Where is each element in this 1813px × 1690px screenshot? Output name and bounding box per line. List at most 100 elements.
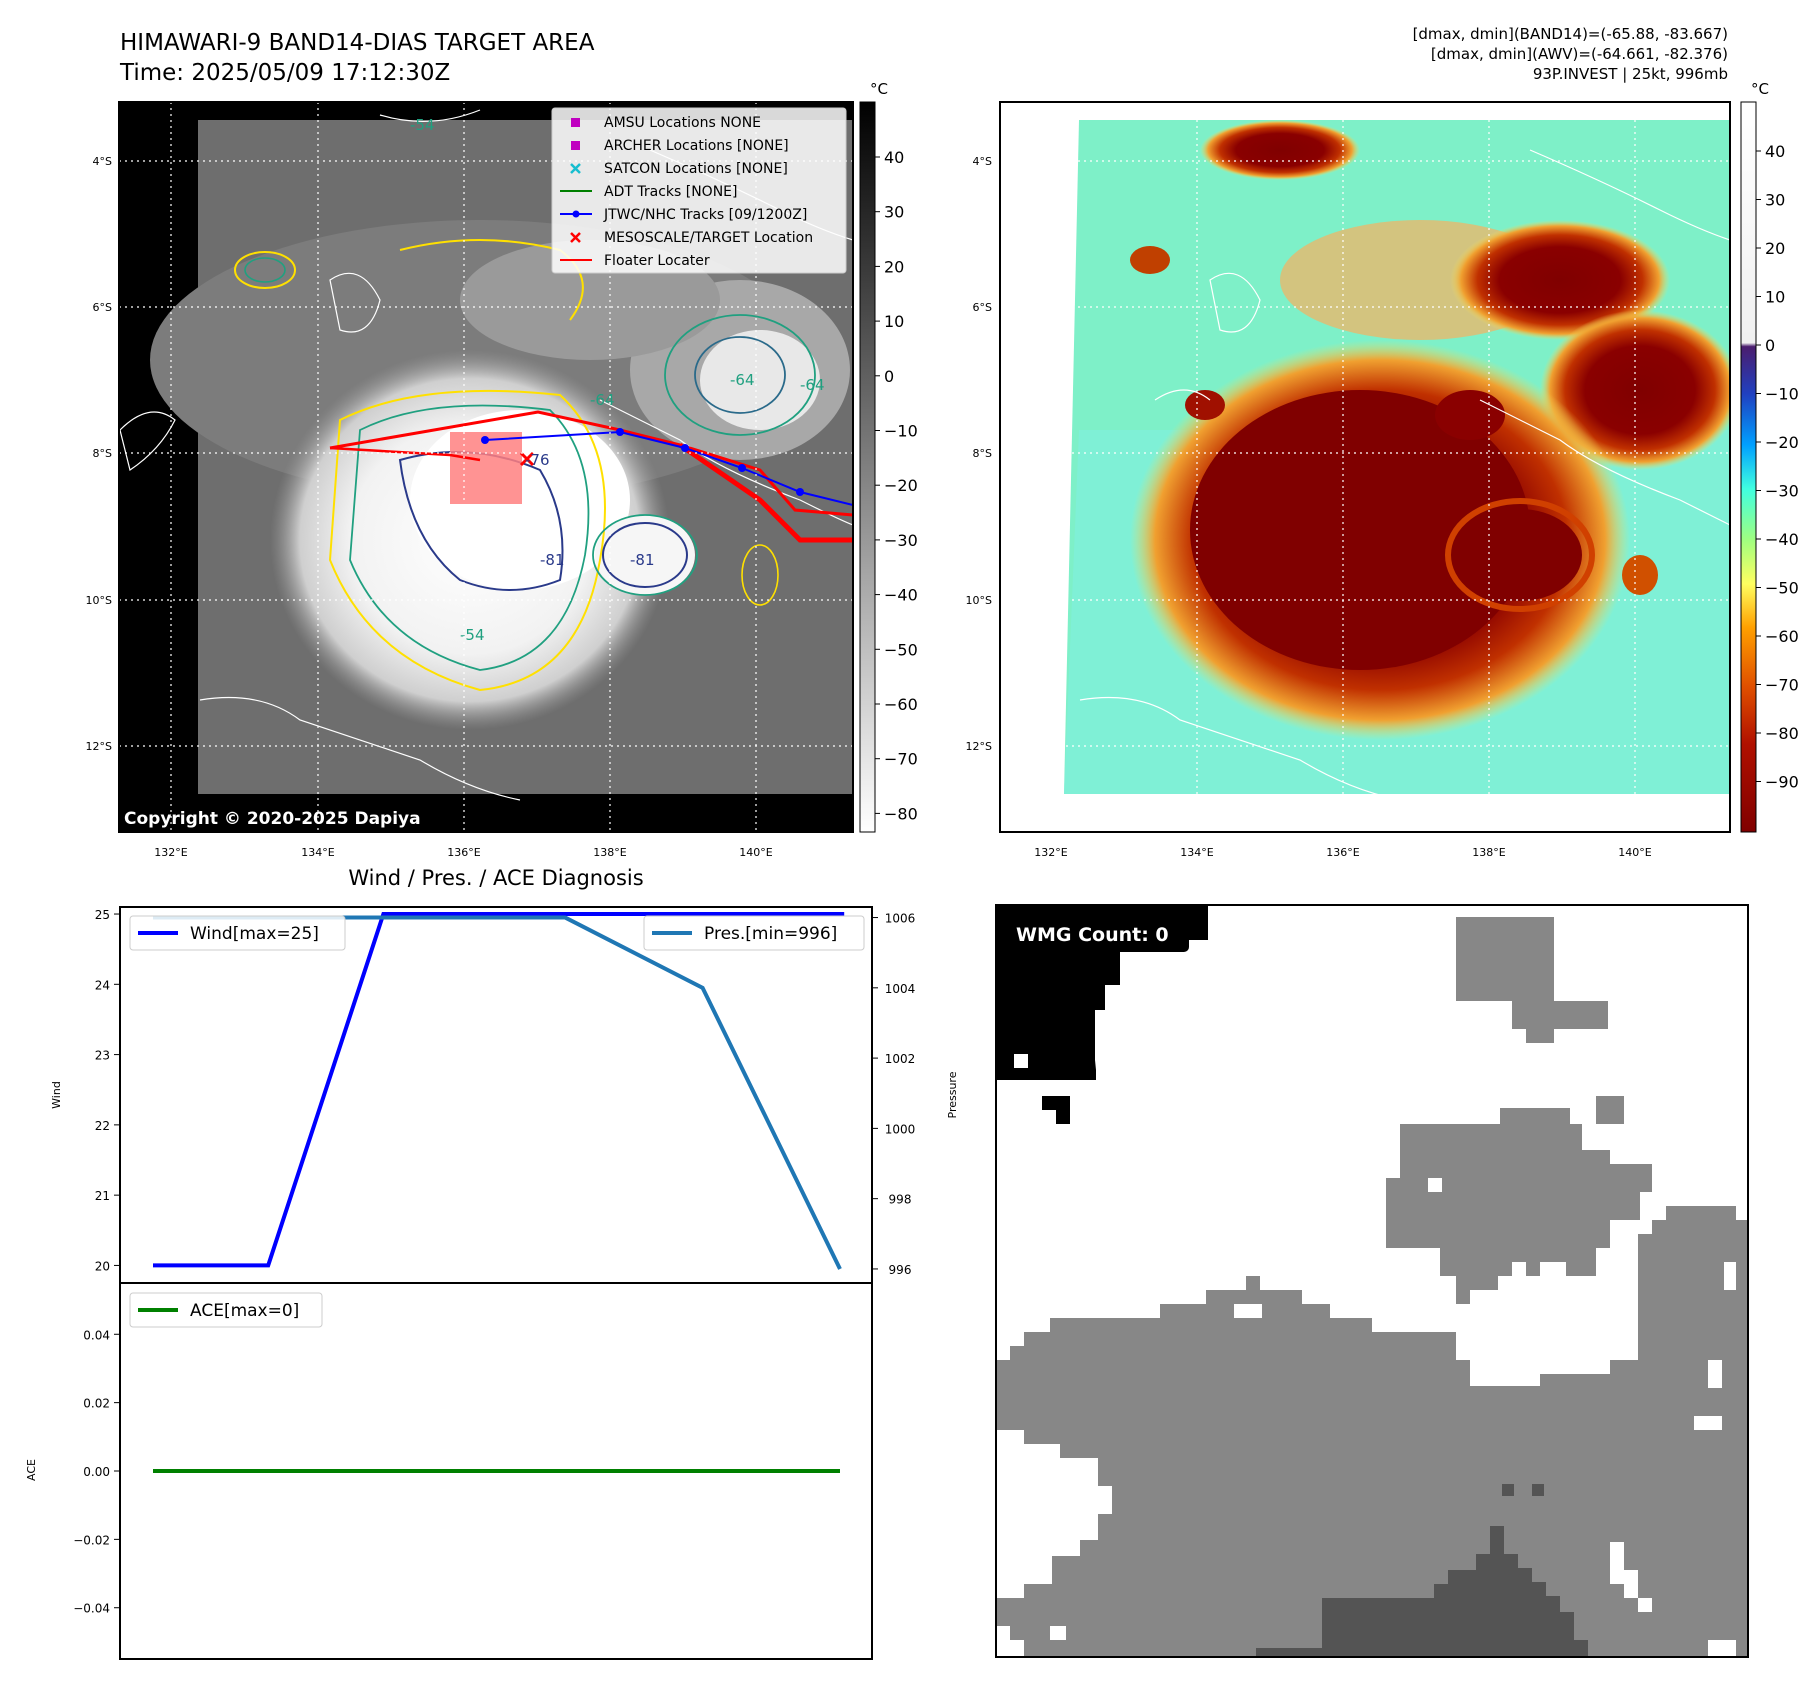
legend-label: ADT Tracks [NONE] [604, 184, 737, 200]
colorbar-tick-label: −10 [884, 422, 918, 441]
wind-tick-label: 21 [95, 1189, 110, 1203]
ace-tick-label: 0.00 [83, 1465, 110, 1479]
contour-label: -81 [540, 551, 565, 569]
colorbar-tick-label: −40 [884, 586, 918, 605]
colorbar-tick-label: 30 [884, 203, 904, 222]
colorbar-tick-label: −50 [884, 640, 918, 659]
amsu-square-icon [571, 118, 580, 127]
wind-tick-label: 20 [95, 1259, 110, 1273]
legend-label: AMSU Locations NONE [604, 115, 761, 131]
target-marker [519, 451, 535, 467]
satcon-x-icon [570, 163, 581, 174]
lon-tick-label: 134°E [301, 846, 334, 859]
awv-map-lat-axis: 4°S 6°S 8°S 10°S 12°S [966, 155, 992, 753]
wind-tick-label: 24 [95, 978, 110, 992]
colorbar-tick-label: −70 [884, 750, 918, 769]
colorbar-tick-label: 10 [1765, 288, 1785, 307]
colorbar-tick-label: −40 [1765, 530, 1799, 549]
ace-chart: 0.04 0.02 0.00 −0.02 −0.04 ACE ACE[max=0] [25, 1282, 873, 1660]
colorbar-tick-label: 0 [884, 367, 894, 386]
wmg-count-label: WMG Count: 0 [1016, 924, 1169, 946]
contour-label: -64 [590, 391, 615, 409]
contour-label: -54 [410, 116, 435, 134]
colorbar-unit: °C [1751, 80, 1769, 98]
target-x-icon [570, 232, 581, 243]
diagnosis-title: Wind / Pres. / ACE Diagnosis [348, 866, 643, 890]
ace-tick-label: 0.04 [83, 1328, 110, 1342]
colorbar-tick-label: 30 [1765, 191, 1785, 210]
gray-colorbar: °C 40 30 20 10 0 −10 −20 −30 −40 −50 −60 −70 −80 [859, 80, 918, 833]
contour-label: -64 [800, 376, 825, 394]
colorbar-tick-label: −10 [1765, 385, 1799, 404]
lon-tick-label: 132°E [154, 846, 187, 859]
pressure-tick-label: 1006 [885, 912, 916, 926]
wind-tick-label: 22 [95, 1119, 110, 1133]
legend-label: MESOSCALE/TARGET Location [604, 230, 813, 246]
target-box [450, 432, 522, 504]
ace-legend-label: ACE[max=0] [190, 1301, 299, 1321]
lon-tick-label: 136°E [1326, 846, 1359, 859]
lon-tick-label: 132°E [1034, 846, 1067, 859]
pressure-axis-label: Pressure [946, 1071, 959, 1118]
copyright-text: Copyright © 2020-2025 Dapiya [124, 809, 421, 829]
pressure-tick-label: 1004 [885, 982, 916, 996]
lat-tick-label: 12°S [966, 740, 992, 753]
legend-label: JTWC/NHC Tracks [09/1200Z] [603, 207, 807, 223]
wind-legend-label: Wind[max=25] [190, 924, 319, 944]
pressure-legend-label: Pres.[min=996] [704, 924, 837, 944]
archer-square-icon [571, 141, 580, 150]
lat-tick-label: 6°S [93, 301, 112, 314]
colorbar-tick-label: −80 [1765, 724, 1799, 743]
colorbar-tick-label: −30 [1765, 482, 1799, 501]
ir-map-lon-axis: 132°E 134°E 136°E 138°E 140°E [154, 846, 772, 859]
colorbar-tick-label: 0 [1765, 336, 1775, 355]
colorbar-tick-label: 20 [1765, 239, 1785, 258]
ace-tick-label: 0.02 [83, 1397, 110, 1411]
wind-axis-label: Wind [50, 1081, 63, 1109]
ace-legend: ACE[max=0] [129, 1292, 323, 1328]
colorbar-tick-label: 40 [884, 148, 904, 167]
lat-tick-label: 4°S [973, 155, 992, 168]
wind-legend: Wind[max=25] [129, 915, 346, 951]
colorbar-tick-label: −60 [884, 695, 918, 714]
pressure-tick-label: 996 [889, 1263, 912, 1277]
colorbar-tick-label: −70 [1765, 676, 1799, 695]
lat-tick-label: 12°S [86, 740, 112, 753]
ace-axis-label: ACE [25, 1459, 38, 1481]
lat-tick-label: 8°S [973, 447, 992, 460]
lat-tick-label: 6°S [973, 301, 992, 314]
contour-label: -64 [730, 371, 755, 389]
info-band14: [dmax, dmin](BAND14)=(-65.88, -83.667) [1413, 25, 1728, 43]
colorbar-tick-label: −60 [1765, 627, 1799, 646]
colorbar-tick-label: −50 [1765, 579, 1799, 598]
colorbar-tick-label: −20 [1765, 433, 1799, 452]
legend-label: SATCON Locations [NONE] [604, 161, 788, 177]
awv-map-lon-axis: 132°E 134°E 136°E 138°E 140°E [1034, 846, 1651, 859]
lat-tick-label: 10°S [86, 594, 112, 607]
lon-tick-label: 138°E [593, 846, 626, 859]
ace-tick-label: −0.02 [73, 1533, 110, 1547]
wind-pressure-chart: 25 24 23 22 21 20 1006 1004 1002 1000 998 996 Wind… [50, 906, 959, 1284]
wind-tick-label: 25 [95, 908, 110, 922]
lat-tick-label: 8°S [93, 447, 112, 460]
wmg-mask-panel: WMG Count: 0 [995, 904, 1749, 1658]
colorbar-tick-label: −30 [884, 531, 918, 550]
colorbar-tick-label: 40 [1765, 142, 1785, 161]
jtwc-track [484, 430, 853, 506]
legend-label: Floater Locater [604, 253, 710, 269]
info-awv: [dmax, dmin](AWV)=(-64.661, -82.376) [1431, 45, 1728, 63]
contour-label: -54 [460, 626, 485, 644]
lon-tick-label: 140°E [739, 846, 772, 859]
lon-tick-label: 140°E [1618, 846, 1651, 859]
wind-series-line [153, 912, 845, 1268]
awv-map-panel [999, 101, 1731, 833]
figure-title: HIMAWARI-9 BAND14-DIAS TARGET AREA [120, 30, 595, 56]
lon-tick-label: 134°E [1180, 846, 1213, 859]
pressure-legend: Pres.[min=996] [643, 915, 865, 951]
figure-time: Time: 2025/05/09 17:12:30Z [119, 60, 450, 86]
colorbar-tick-label: 10 [884, 312, 904, 331]
pressure-tick-label: 1000 [885, 1122, 916, 1136]
ir-map-lat-axis: 4°S 6°S 8°S 10°S 12°S [86, 155, 112, 753]
color-colorbar: °C 40 30 20 10 0 −10 −20 −30 −40 −50 −60 −70 −80 −90 [1740, 80, 1799, 833]
